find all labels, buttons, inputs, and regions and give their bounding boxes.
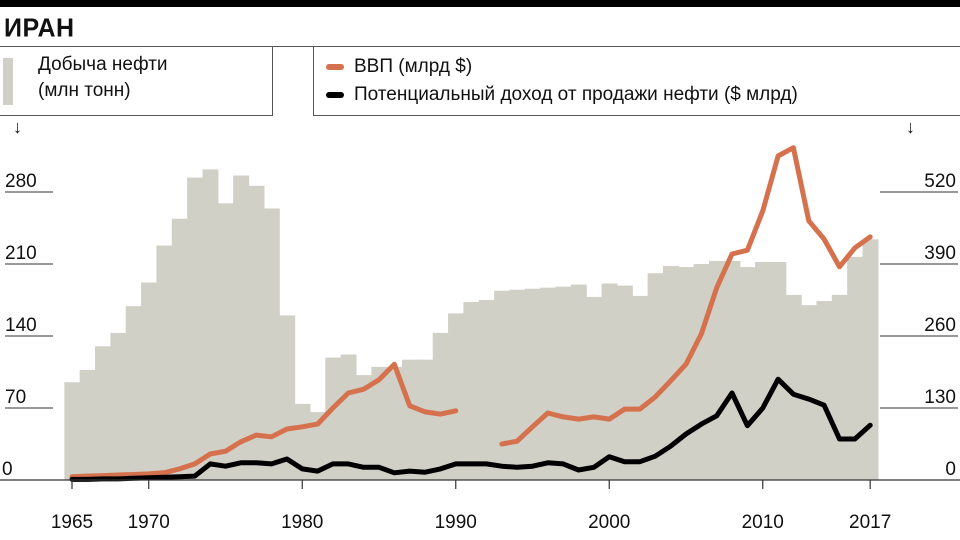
bar-1982 [325,357,342,480]
bar-1977 [248,185,265,481]
bar-1983 [340,354,357,480]
bar-2008 [724,260,741,480]
bar-1996 [540,287,557,480]
bar-1994 [509,289,526,480]
bar-1989 [432,332,449,480]
bar-2010 [755,261,772,480]
bar-2004 [662,266,679,480]
right-tick-label: 260 [924,315,956,336]
x-tick-label: 1970 [128,512,170,533]
bar-2001 [616,285,633,480]
bar-1998 [570,284,587,480]
x-tick-label: 2017 [849,512,891,533]
bar-1975 [217,203,234,481]
legend-revenue-label: Потенциальный доход от продажи нефти ($ … [354,84,798,105]
left-tick-label: 280 [5,171,37,192]
bar-1981 [309,412,326,480]
bar-1987 [402,359,418,480]
bar-1980 [294,403,311,480]
bar-1995 [524,288,541,480]
x-tick-label: 1990 [435,512,477,533]
left-tick-label: 210 [5,243,37,264]
bar-1988 [417,359,434,480]
bar-1969 [125,306,142,480]
x-tick-label: 1965 [51,512,93,533]
bar-1974 [202,169,219,480]
legend-lines: ВВП (млрд $) Потенциальный доход от прод… [313,47,960,116]
bar-2002 [632,295,649,480]
bar-2005 [678,267,695,480]
bar-2003 [647,273,664,480]
legend-bars: Добыча нефти (млн тонн) [0,47,273,116]
legend-bars-label-2: (млн тонн) [38,80,131,101]
legend-bars-label-1: Добыча нефти [38,54,168,75]
bar-2016 [847,256,864,480]
bar-1973 [187,177,204,480]
left-tick-label: 0 [2,459,13,480]
right-tick-label: 390 [924,243,956,264]
x-tick-label: 1980 [281,512,323,533]
left-tick-label: 70 [5,387,26,408]
bar-2000 [601,283,618,480]
bar-1993 [494,290,511,480]
bar-2014 [816,301,833,480]
bar-2011 [770,261,787,480]
bar-2009 [739,267,756,480]
title-divider [0,46,960,47]
bar-1985 [371,366,388,480]
bar-1968 [110,332,127,480]
bar-1992 [478,300,495,480]
bar-1979 [279,315,296,480]
right-tick-label: 130 [924,387,956,408]
left-tick-label: 140 [5,315,37,336]
bar-1986 [386,366,403,480]
bar-1966 [79,369,96,480]
legend-gdp-label: ВВП (млрд $) [354,56,473,77]
right-tick-label: 0 [945,459,956,480]
bar-2012 [785,294,802,480]
gdp-swatch-icon [326,64,344,70]
bar-1972 [171,218,188,480]
bar-2017 [862,239,879,480]
bar-2006 [693,264,710,480]
bar-1991 [463,302,480,480]
bar-2013 [801,305,818,480]
bar-2015 [831,294,848,480]
x-tick-label: 2010 [742,512,784,533]
bar-2007 [709,260,725,480]
revenue-swatch-icon [326,92,344,98]
bar-swatch-icon [3,58,13,105]
bar-1997 [555,286,572,480]
bar-1965 [64,382,81,480]
x-tick-label: 2000 [588,512,630,533]
bar-1990 [448,313,465,480]
bar-1971 [156,245,173,480]
bar-1976 [233,175,250,481]
chart-title: ИРАН [4,13,75,43]
top-rule [0,0,960,7]
left-axis-arrow-icon: ↓ [13,117,22,137]
bar-1999 [586,296,603,480]
right-tick-label: 520 [924,171,956,192]
bar-1967 [95,346,111,480]
bar-1970 [141,282,158,480]
bar-1978 [263,208,280,480]
bar-1984 [355,375,372,480]
right-axis-arrow-icon: ↓ [906,117,915,137]
